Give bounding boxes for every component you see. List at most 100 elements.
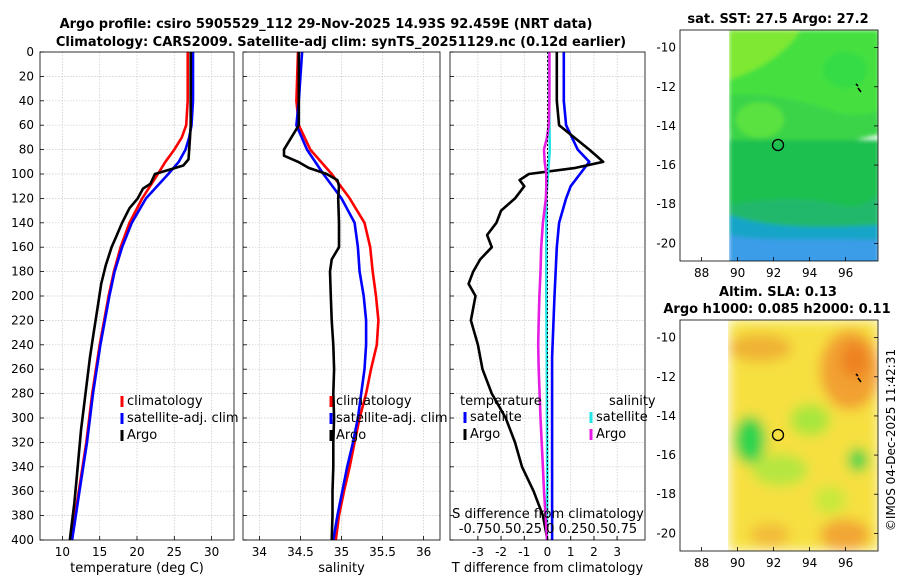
y-tick-label: 160 bbox=[11, 240, 34, 254]
y-tick-label: 200 bbox=[11, 289, 34, 303]
island-marker bbox=[855, 83, 862, 93]
map-x-tick-label: 88 bbox=[694, 266, 709, 280]
x-tick-label: 35 bbox=[334, 545, 349, 559]
figure-title-line1: Argo profile: csiro 5905529_112 29-Nov-2… bbox=[60, 17, 593, 32]
y-tick-label: 80 bbox=[19, 143, 34, 157]
map-y-tick-label: -10 bbox=[656, 41, 676, 55]
legend-entry: Argo bbox=[470, 427, 500, 442]
sst-map-title: sat. SST: 27.5 Argo: 27.2 bbox=[687, 12, 868, 27]
s-axis-label: S difference from climatology bbox=[452, 507, 644, 522]
island-marker-sla bbox=[855, 373, 862, 383]
map-x-tick-label: 90 bbox=[730, 266, 745, 280]
y-tick-label: 360 bbox=[11, 484, 34, 498]
y-tick-label: 140 bbox=[11, 216, 34, 230]
x-tick-label: 30 bbox=[204, 545, 219, 559]
map-x-tick-label: 92 bbox=[766, 266, 781, 280]
series-line-satellite-adj-clim bbox=[70, 52, 195, 541]
map-y-tick-label: -18 bbox=[656, 487, 676, 501]
x-axis-label: temperature (deg C) bbox=[70, 561, 204, 576]
legend-title-salinity: salinity bbox=[609, 394, 656, 409]
temperature-panel: 10 15 20 25 30020406080100120140160180200220… bbox=[11, 45, 239, 576]
legend-entry: satellite-adj. clim bbox=[336, 411, 448, 426]
map-y-tick-label: -20 bbox=[656, 236, 676, 250]
sla-map-frame bbox=[679, 319, 879, 552]
legend-entry: climatology bbox=[336, 394, 412, 409]
x-tick-label: 2 bbox=[590, 545, 598, 559]
y-tick-label: 180 bbox=[11, 265, 34, 279]
salinity-panel: 34 34.5 35 35.5 36 salinity climatology satelli… bbox=[242, 51, 448, 576]
series-line-climatology bbox=[295, 51, 380, 541]
y-tick-label: 60 bbox=[19, 118, 34, 132]
map-x-tick-label: 94 bbox=[802, 266, 817, 280]
x-axis-label: salinity bbox=[318, 561, 365, 576]
series-line-temperature-argo bbox=[467, 52, 605, 541]
x-axis-label: T difference from climatology bbox=[451, 561, 644, 576]
map-x-tick-label: 96 bbox=[838, 556, 853, 570]
map-y-tick-label: -10 bbox=[656, 331, 676, 345]
map-x-tick-label: 88 bbox=[694, 556, 709, 570]
legend-entry: Argo bbox=[596, 427, 626, 442]
y-tick-label: 260 bbox=[11, 362, 34, 376]
argo-position-marker bbox=[771, 138, 785, 152]
x-tick-label: 34.5 bbox=[287, 545, 314, 559]
y-tick-label: 40 bbox=[19, 94, 34, 108]
series-line-salinity-satellite bbox=[544, 52, 552, 541]
series-line-argo bbox=[282, 52, 341, 541]
sst-map-frame bbox=[679, 29, 879, 262]
legend-entry: satellite-adj. clim bbox=[127, 411, 239, 426]
x-tick-label: -1 bbox=[518, 545, 530, 559]
x-tick-label: 1 bbox=[567, 545, 575, 559]
map-x-tick-label: 96 bbox=[838, 266, 853, 280]
argo-position-marker-sla bbox=[771, 428, 785, 442]
figure-title-line2: Climatology: CARS2009. Satellite-adj cli… bbox=[56, 35, 626, 50]
map-y-tick-label: -16 bbox=[656, 448, 676, 462]
map-y-tick-label: -16 bbox=[656, 158, 676, 172]
legend-entry: satellite bbox=[470, 410, 522, 425]
map-y-tick-label: -14 bbox=[656, 119, 676, 133]
map-x-tick-label: 92 bbox=[766, 556, 781, 570]
x-tick-label: 15 bbox=[92, 545, 107, 559]
difference-panel: -3 -2 -1 0 1 2 3 T difference from climatology S… bbox=[449, 51, 656, 576]
x-tick-label: -3 bbox=[472, 545, 484, 559]
x-tick-label: 3 bbox=[613, 545, 621, 559]
y-tick-label: 240 bbox=[11, 338, 34, 352]
sla-map-title-line1: Altim. SLA: 0.13 bbox=[719, 285, 837, 300]
y-tick-label: 220 bbox=[11, 313, 34, 327]
map-y-tick-label: -20 bbox=[656, 526, 676, 540]
x-tick-label: -2 bbox=[495, 545, 507, 559]
sla-field bbox=[728, 320, 878, 551]
y-tick-label: 400 bbox=[11, 533, 34, 547]
x-tick-label: 20 bbox=[129, 545, 144, 559]
series-line-satellite-adj-clim bbox=[295, 51, 368, 541]
legend-entry: Argo bbox=[336, 428, 366, 443]
y-tick-label: 320 bbox=[11, 435, 34, 449]
series-line-salinity-argo bbox=[536, 52, 551, 541]
x-tick-label: 0 bbox=[544, 545, 552, 559]
map-y-tick-label: -14 bbox=[656, 409, 676, 423]
sla-map-title-line2: Argo h1000: 0.085 h2000: 0.11 bbox=[663, 302, 890, 317]
y-tick-label: 280 bbox=[11, 387, 34, 401]
sst-field bbox=[729, 30, 878, 261]
x-tick-label: 25 bbox=[167, 545, 182, 559]
map-y-tick-label: -12 bbox=[656, 370, 676, 384]
timestamp-stamp: ©IMOS 04-Dec-2025 11:42:31 bbox=[884, 349, 898, 531]
y-tick-label: 340 bbox=[11, 460, 34, 474]
sst-map-panel: sat. SST: 27.5 Argo: 27.2 88 90 92 94 96 -10 -… bbox=[656, 12, 879, 280]
legend-title-temperature: temperature bbox=[460, 394, 542, 409]
plot-frame bbox=[242, 51, 441, 541]
x-tick-label: 34 bbox=[252, 545, 267, 559]
map-y-tick-label: -12 bbox=[656, 80, 676, 94]
x-tick-label: 35.5 bbox=[369, 545, 396, 559]
y-tick-label: 100 bbox=[11, 167, 34, 181]
legend-entry: climatology bbox=[127, 394, 203, 409]
x-tick-label: 36 bbox=[416, 545, 431, 559]
map-y-tick-label: -18 bbox=[656, 197, 676, 211]
map-x-tick-label: 94 bbox=[802, 556, 817, 570]
y-tick-label: 120 bbox=[11, 191, 34, 205]
sla-map-panel: Altim. SLA: 0.13 Argo h1000: 0.085 h2000… bbox=[656, 285, 890, 570]
y-tick-label: 380 bbox=[11, 509, 34, 523]
y-tick-label: 20 bbox=[19, 69, 34, 83]
y-tick-label: 0 bbox=[26, 45, 34, 59]
legend-entry: Argo bbox=[127, 428, 157, 443]
